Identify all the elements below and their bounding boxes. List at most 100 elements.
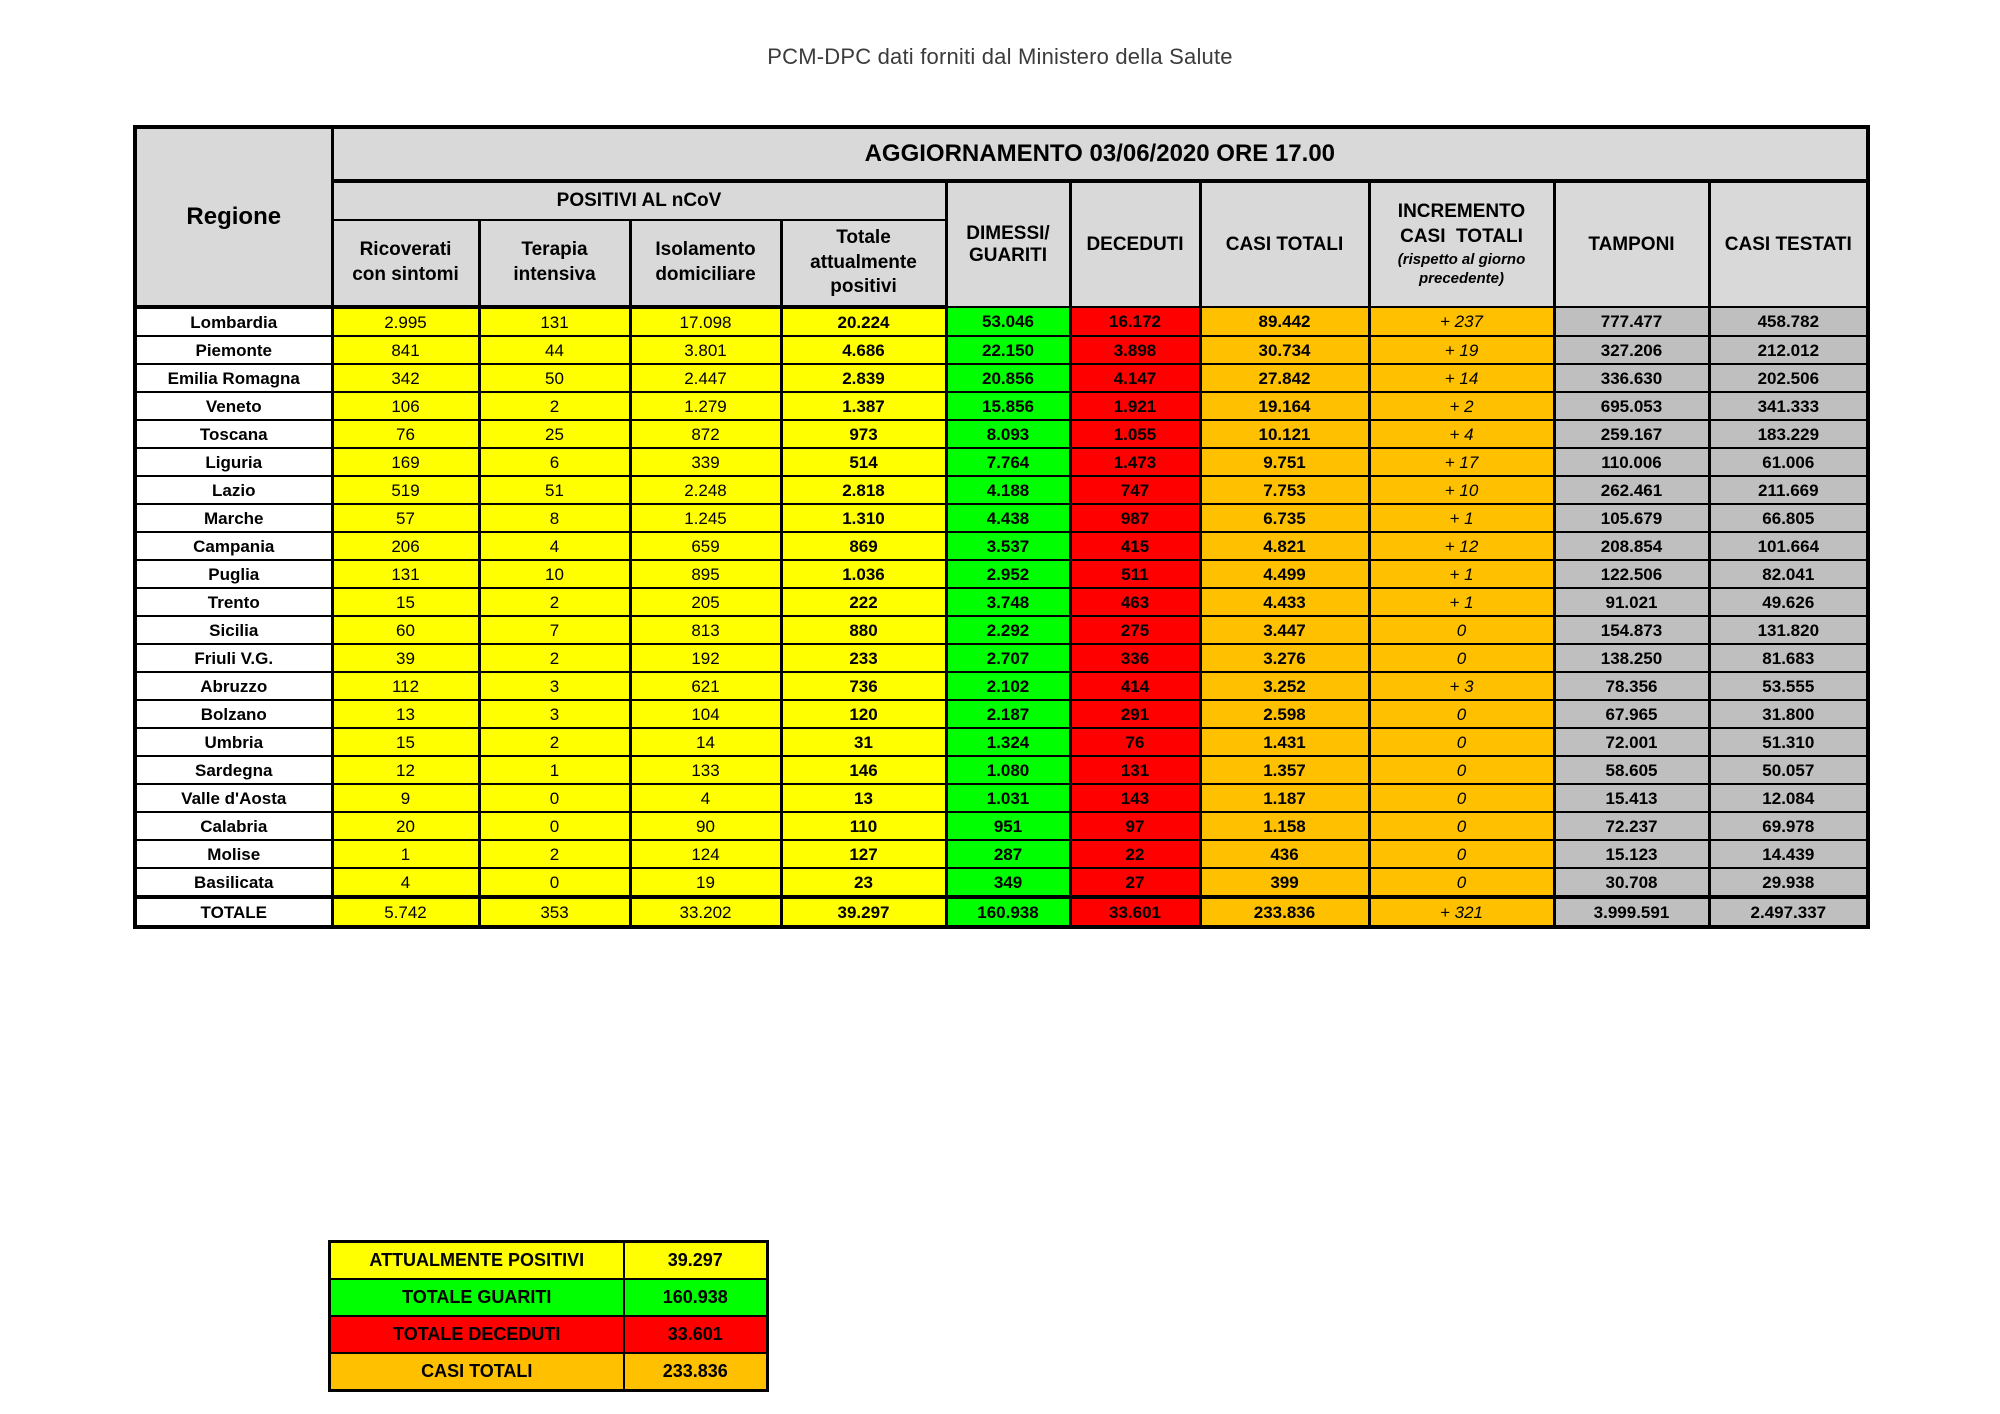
cell-incremento: + 2 [1367,391,1556,421]
region-name: Emilia Romagna [133,363,334,393]
cell-deceduti: 97 [1068,811,1202,841]
table-row: Friuli V.G. 39 2 192 233 2.707 336 3.276 0 138.25… [133,643,1870,673]
cell-isolamento: 124 [628,839,783,869]
cell-ricoverati: 206 [330,531,481,561]
region-name: Abruzzo [133,671,334,701]
cell-incremento: 0 [1367,867,1556,898]
cell-casi-totali: 2.598 [1198,699,1371,729]
cell-totale-positivi: 20.224 [779,306,948,337]
cell-ricoverati: 9 [330,783,481,813]
cell-totale-positivi: 146 [779,755,948,785]
cell-terapia-intensiva: 2 [477,643,632,673]
table-row: Molise 1 2 124 127 287 22 436 0 15.123 14.439 [133,839,1870,869]
region-name: Toscana [133,419,334,449]
cell-dimessi-guariti: 2.707 [944,643,1072,673]
table-row: Campania 206 4 659 869 3.537 415 4.821 + 12 208.8… [133,531,1870,561]
region-name: Trento [133,587,334,617]
cell-ricoverati: 20 [330,811,481,841]
cell-dimessi-guariti: 8.093 [944,419,1072,449]
cell-ricoverati: 57 [330,503,481,533]
cell-isolamento: 813 [628,615,783,645]
cell-dimessi-guariti: 4.188 [944,475,1072,505]
cell-incremento: + 10 [1367,475,1556,505]
table-row: Veneto 106 2 1.279 1.387 15.856 1.921 19.164 + 2… [133,391,1870,421]
cell-casi-totali: 1.357 [1198,755,1371,785]
table-row: Umbria 15 2 14 31 1.324 76 1.431 0 72.001 51.310 [133,727,1870,757]
cell-incremento: 0 [1367,839,1556,869]
cell-casi-totali: 3.447 [1198,615,1371,645]
cell-deceduti: 463 [1068,587,1202,617]
cell-incremento: 0 [1367,699,1556,729]
cell-terapia-intensiva: 7 [477,615,632,645]
cell-casi-testati: 101.664 [1707,531,1870,561]
cell-isolamento: 3.801 [628,335,783,365]
cell-dimessi-guariti: 1.031 [944,783,1072,813]
cell-terapia-intensiva: 8 [477,503,632,533]
cell-totale-positivi: 1.387 [779,391,948,421]
cell-casi-totali: 7.753 [1198,475,1371,505]
cell-isolamento: 19 [628,867,783,898]
cell-tamponi: 67.965 [1552,699,1711,729]
cell-terapia-intensiva: 44 [477,335,632,365]
cell-dimessi-guariti: 53.046 [944,306,1072,337]
cell-casi-totali: 6.735 [1198,503,1371,533]
cell-terapia-intensiva: 0 [477,867,632,898]
cell-terapia-intensiva: 10 [477,559,632,589]
summary-row: CASI TOTALI 233.836 [328,1352,769,1392]
cell-casi-testati: 131.820 [1707,615,1870,645]
cell-deceduti: 511 [1068,559,1202,589]
cell-casi-testati: 49.626 [1707,587,1870,617]
cell-incremento: 0 [1367,727,1556,757]
cell-tamponi: 15.123 [1552,839,1711,869]
cell-dimessi-guariti: 951 [944,811,1072,841]
cell-deceduti: 1.473 [1068,447,1202,477]
cell-incremento: 0 [1367,643,1556,673]
table-row: Lombardia 2.995 131 17.098 20.224 53.046 16.17… [133,306,1870,337]
summary-label-totale-deceduti: TOTALE DECEDUTI [328,1315,625,1354]
cell-tamponi: 3.999.591 [1552,895,1711,928]
summary-table: ATTUALMENTE POSITIVI 39.297 TOTALE GUARI… [328,1240,769,1392]
cell-isolamento: 2.447 [628,363,783,393]
column-header-ricoverati: Ricoverati con sintomi [330,219,481,309]
cell-casi-testati: 50.057 [1707,755,1870,785]
cell-casi-testati: 31.800 [1707,699,1870,729]
cell-deceduti: 131 [1068,755,1202,785]
cell-tamponi: 58.605 [1552,755,1711,785]
cell-totale-positivi: 1.036 [779,559,948,589]
cell-casi-testati: 202.506 [1707,363,1870,393]
cell-casi-testati: 66.805 [1707,503,1870,533]
cell-dimessi-guariti: 15.856 [944,391,1072,421]
cell-isolamento: 14 [628,727,783,757]
cell-totale-positivi: 233 [779,643,948,673]
cell-tamponi: 30.708 [1552,867,1711,898]
cell-ricoverati: 13 [330,699,481,729]
cell-terapia-intensiva: 2 [477,839,632,869]
cell-ricoverati: 12 [330,755,481,785]
cell-terapia-intensiva: 4 [477,531,632,561]
table-row: Trento 15 2 205 222 3.748 463 4.433 + 1 91.021 49.… [133,587,1870,617]
cell-casi-totali: 9.751 [1198,447,1371,477]
table-row: Valle d'Aosta 9 0 4 13 1.031 143 1.187 0 15.413 12… [133,783,1870,813]
table-row: Emilia Romagna 342 50 2.447 2.839 20.856 4.147… [133,363,1870,393]
summary-row: ATTUALMENTE POSITIVI 39.297 [328,1240,769,1280]
region-name: Marche [133,503,334,533]
cell-terapia-intensiva: 6 [477,447,632,477]
cell-incremento: + 1 [1367,587,1556,617]
cell-totale-positivi: 222 [779,587,948,617]
cell-totale-positivi: 13 [779,783,948,813]
cell-casi-testati: 14.439 [1707,839,1870,869]
cell-tamponi: 777.477 [1552,306,1711,337]
region-name: Campania [133,531,334,561]
summary-value-attualmente-positivi: 39.297 [622,1240,769,1280]
cell-totale-positivi: 127 [779,839,948,869]
cell-casi-testati: 81.683 [1707,643,1870,673]
cell-dimessi-guariti: 160.938 [944,895,1072,928]
cell-casi-testati: 61.006 [1707,447,1870,477]
cell-tamponi: 105.679 [1552,503,1711,533]
region-name: Liguria [133,447,334,477]
cell-ricoverati: 4 [330,867,481,898]
cell-deceduti: 22 [1068,839,1202,869]
cell-ricoverati: 15 [330,727,481,757]
summary-value-totale-guariti: 160.938 [622,1278,769,1317]
cell-incremento: 0 [1367,615,1556,645]
